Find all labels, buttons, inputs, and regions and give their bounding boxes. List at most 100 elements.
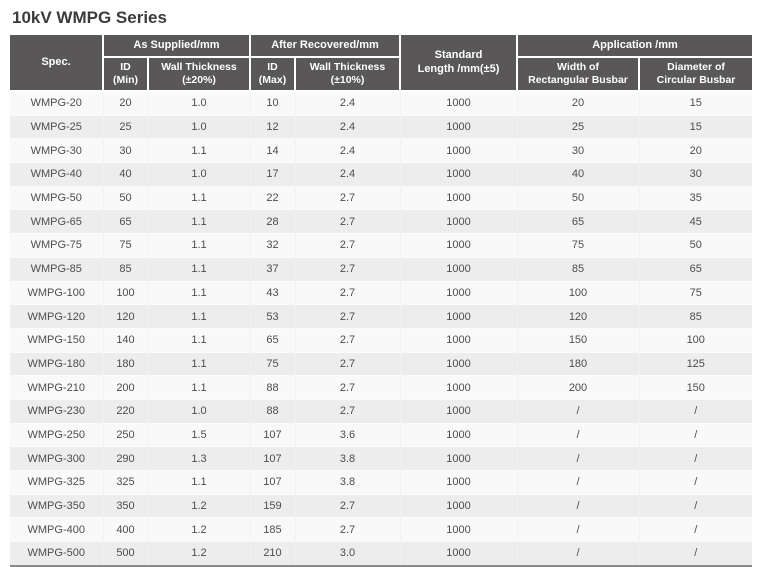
value-cell: 1.2 bbox=[147, 493, 250, 518]
value-cell: 1.0 bbox=[147, 90, 250, 116]
value-cell: 15 bbox=[638, 114, 752, 139]
table-row: WMPG-75 75 1.1 32 2.7 1000 75 50 bbox=[10, 233, 752, 258]
value-cell: 50 bbox=[102, 185, 148, 210]
value-cell: 1.1 bbox=[147, 327, 250, 353]
page-title: 10kV WMPG Series bbox=[12, 8, 167, 27]
value-cell: 107 bbox=[249, 446, 295, 471]
value-cell: 25 bbox=[516, 114, 639, 139]
value-cell: 210 bbox=[249, 541, 295, 567]
value-cell: 1.5 bbox=[147, 422, 250, 447]
value-cell: 400 bbox=[102, 517, 148, 542]
value-cell: 1.1 bbox=[147, 185, 250, 210]
table-row: WMPG-150 140 1.1 65 2.7 1000 150 100 bbox=[10, 327, 752, 353]
value-cell: 40 bbox=[102, 162, 148, 187]
header-sub-row: ID (Min) Wall Thickness (±20%) ID (Max) … bbox=[10, 56, 752, 92]
value-cell: 53 bbox=[249, 304, 295, 329]
value-cell: 1000 bbox=[399, 256, 517, 281]
value-cell: 1000 bbox=[399, 470, 517, 495]
value-cell: 88 bbox=[249, 375, 295, 400]
table-row: WMPG-25 25 1.0 12 2.4 1000 25 15 bbox=[10, 114, 752, 139]
col-group-as-supplied: As Supplied/mm bbox=[102, 35, 251, 58]
value-cell: 65 bbox=[102, 209, 148, 234]
col-header-standard-length: Standard Length /mm(±5) bbox=[399, 35, 518, 92]
value-cell: 100 bbox=[638, 327, 752, 353]
value-cell: 1.1 bbox=[147, 138, 250, 163]
value-cell: 88 bbox=[249, 398, 295, 424]
value-cell: 32 bbox=[249, 233, 295, 258]
spec-cell: WMPG-300 bbox=[10, 446, 103, 471]
spec-cell: WMPG-85 bbox=[10, 256, 103, 281]
value-cell: 25 bbox=[102, 114, 148, 139]
value-cell: 290 bbox=[102, 446, 148, 471]
value-cell: 75 bbox=[638, 280, 752, 305]
value-cell: 159 bbox=[249, 493, 295, 518]
spec-cell: WMPG-100 bbox=[10, 280, 103, 305]
value-cell: 1.0 bbox=[147, 398, 250, 424]
value-cell: 2.4 bbox=[294, 114, 400, 139]
col-header-width-rectangular-busbar: Width of Rectangular Busbar bbox=[516, 56, 640, 92]
value-cell: 1.0 bbox=[147, 114, 250, 139]
value-cell: 2.7 bbox=[294, 209, 400, 234]
spec-cell: WMPG-20 bbox=[10, 90, 103, 116]
table-row: WMPG-50 50 1.1 22 2.7 1000 50 35 bbox=[10, 185, 752, 210]
value-cell: 85 bbox=[638, 304, 752, 329]
value-cell: 1.0 bbox=[147, 162, 250, 187]
value-cell: 20 bbox=[102, 90, 148, 116]
col-group-after-recovered: After Recovered/mm bbox=[249, 35, 401, 58]
value-cell: / bbox=[638, 517, 752, 542]
header-group-row: Spec. As Supplied/mm After Recovered/mm … bbox=[10, 35, 752, 92]
value-cell: 2.7 bbox=[294, 517, 400, 542]
value-cell: 1.3 bbox=[147, 446, 250, 471]
value-cell: 1000 bbox=[399, 114, 517, 139]
value-cell: 43 bbox=[249, 280, 295, 305]
value-cell: 10 bbox=[249, 90, 295, 116]
spec-cell: WMPG-250 bbox=[10, 422, 103, 447]
spec-cell: WMPG-500 bbox=[10, 541, 103, 567]
spec-cell: WMPG-150 bbox=[10, 327, 103, 353]
table-row: WMPG-300 290 1.3 107 3.8 1000// bbox=[10, 446, 752, 471]
value-cell: / bbox=[638, 493, 752, 518]
value-cell: 1000 bbox=[399, 280, 517, 305]
value-cell: / bbox=[638, 422, 752, 447]
value-cell: 1.1 bbox=[147, 256, 250, 281]
value-cell: 3.6 bbox=[294, 422, 400, 447]
value-cell: 120 bbox=[102, 304, 148, 329]
value-cell: 1000 bbox=[399, 446, 517, 471]
value-cell: 325 bbox=[102, 470, 148, 495]
value-cell: 50 bbox=[638, 233, 752, 258]
value-cell: 30 bbox=[516, 138, 639, 163]
value-cell: 85 bbox=[516, 256, 639, 281]
value-cell: 1.1 bbox=[147, 209, 250, 234]
value-cell: / bbox=[516, 517, 639, 542]
spec-cell: WMPG-325 bbox=[10, 470, 103, 495]
value-cell: 1000 bbox=[399, 304, 517, 329]
table-row: WMPG-325 325 1.1 107 3.8 1000// bbox=[10, 470, 752, 495]
table-row: WMPG-120 120 1.1 53 2.7 1000 120 85 bbox=[10, 304, 752, 329]
table-row: WMPG-180 180 1.1 75 2.7 1000 180 125 bbox=[10, 351, 752, 376]
table-row: WMPG-30 30 1.1 14 2.4 1000 30 20 bbox=[10, 138, 752, 163]
value-cell: 120 bbox=[516, 304, 639, 329]
col-header-id-max: ID (Max) bbox=[249, 56, 296, 92]
spec-cell: WMPG-75 bbox=[10, 233, 103, 258]
value-cell: 2.7 bbox=[294, 493, 400, 518]
value-cell: 2.7 bbox=[294, 233, 400, 258]
value-cell: 1.2 bbox=[147, 541, 250, 567]
value-cell: 22 bbox=[249, 185, 295, 210]
table-row: WMPG-500 500 1.2 210 3.0 1000// bbox=[10, 541, 752, 567]
table-body: WMPG-20 20 1.0 10 2.4 1000 20 15 WMPG-25 25 1.0 12 2… bbox=[10, 90, 752, 567]
spec-cell: WMPG-180 bbox=[10, 351, 103, 376]
value-cell: 1000 bbox=[399, 233, 517, 258]
value-cell: 3.8 bbox=[294, 470, 400, 495]
value-cell: 1000 bbox=[399, 541, 517, 567]
spec-cell: WMPG-120 bbox=[10, 304, 103, 329]
value-cell: 2.7 bbox=[294, 327, 400, 353]
value-cell: 1000 bbox=[399, 327, 517, 353]
value-cell: / bbox=[516, 398, 639, 424]
value-cell: 2.7 bbox=[294, 280, 400, 305]
value-cell: 107 bbox=[249, 422, 295, 447]
value-cell: 2.7 bbox=[294, 185, 400, 210]
col-header-id-min: ID (Min) bbox=[102, 56, 149, 92]
value-cell: 1.1 bbox=[147, 233, 250, 258]
value-cell: 20 bbox=[516, 90, 639, 116]
spec-cell: WMPG-210 bbox=[10, 375, 103, 400]
